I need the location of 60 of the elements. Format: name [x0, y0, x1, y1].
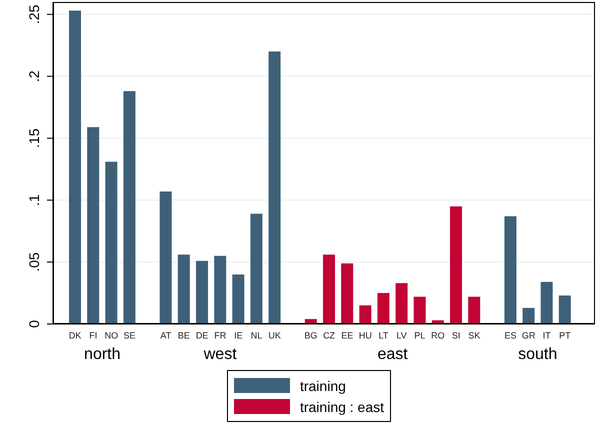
- bar: [214, 256, 226, 324]
- x-tick-label: GR: [522, 330, 536, 340]
- x-tick-label: SK: [468, 330, 480, 340]
- y-tick-label: .1: [26, 194, 42, 206]
- x-tick-label: FI: [89, 330, 98, 340]
- x-tick-label: UK: [268, 330, 281, 340]
- x-tick-label: BG: [304, 330, 318, 340]
- x-tick-label: LV: [396, 330, 407, 340]
- bar: [396, 283, 408, 324]
- bar: [232, 274, 244, 324]
- bar: [196, 260, 208, 324]
- bar: [69, 10, 81, 324]
- y-tick-label: .15: [26, 128, 42, 148]
- x-tick-label: IT: [542, 330, 552, 340]
- bar: [450, 206, 462, 324]
- y-tick-label: .25: [26, 4, 42, 24]
- x-tick-label: PT: [559, 330, 572, 340]
- bar: [123, 91, 136, 324]
- x-tick-label: EE: [341, 330, 354, 340]
- bar: [377, 293, 390, 324]
- text: east: [376, 346, 409, 364]
- text: south: [517, 346, 558, 364]
- text: west: [202, 346, 238, 364]
- bar: [178, 254, 190, 324]
- x-tick-label: SE: [123, 330, 136, 340]
- bar: [250, 214, 262, 324]
- x-tick-label: DE: [196, 330, 208, 340]
- bar: [359, 305, 372, 324]
- x-tick-label: HU: [358, 330, 372, 340]
- text: north: [83, 346, 122, 364]
- x-tick-label: FR: [214, 330, 227, 340]
- bar: [268, 52, 281, 324]
- x-tick-label: IE: [234, 330, 243, 340]
- x-tick-label: SI: [452, 330, 460, 340]
- legend-label: training: [300, 378, 346, 394]
- x-tick-label: ES: [504, 330, 517, 340]
- x-tick-label: CZ: [323, 330, 336, 340]
- y-tick-label: .2: [26, 70, 42, 82]
- bar: [414, 296, 426, 324]
- bar: [504, 216, 516, 324]
- bar: [341, 263, 354, 324]
- x-tick-label: AT: [160, 330, 172, 340]
- legend-label: training : east: [300, 398, 384, 414]
- bar: [323, 254, 335, 324]
- x-tick-label: LT: [378, 330, 389, 340]
- x-tick-label: PL: [414, 330, 426, 340]
- bar: [105, 162, 118, 324]
- bar: [160, 191, 172, 324]
- x-tick-label: RO: [431, 330, 445, 340]
- bar: [558, 296, 571, 324]
- x-tick-label: NO: [104, 330, 118, 340]
- y-tick-label: 0: [26, 320, 42, 328]
- bar: [522, 308, 535, 324]
- bar: [468, 296, 480, 324]
- bar: [540, 282, 553, 324]
- x-tick-label: BE: [178, 330, 190, 340]
- x-tick-label: DK: [68, 330, 82, 340]
- bar: [87, 127, 100, 324]
- y-tick-label: .05: [26, 252, 42, 272]
- x-tick-label: NL: [250, 330, 262, 340]
